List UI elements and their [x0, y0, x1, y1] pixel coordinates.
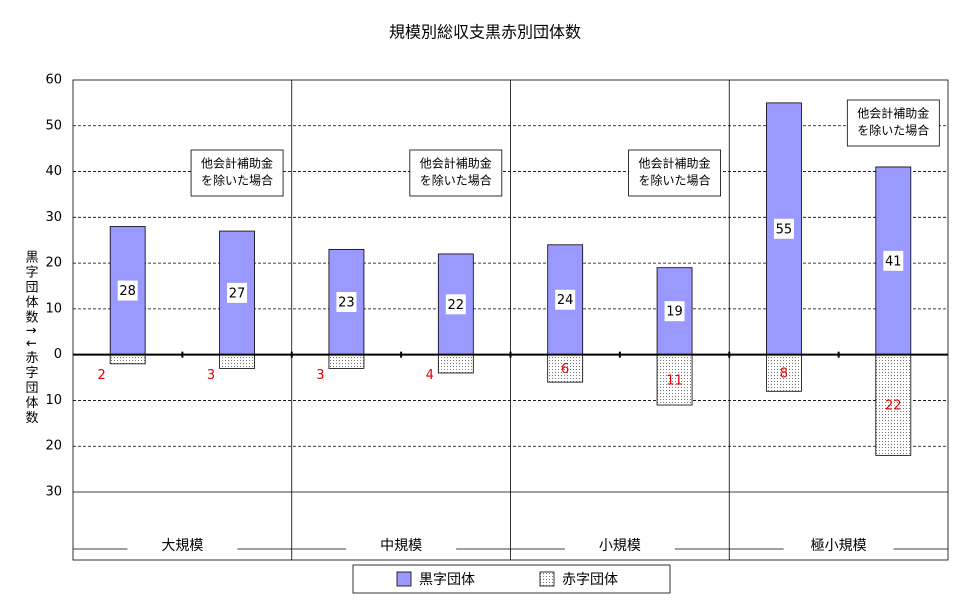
value-label: 6 [561, 362, 569, 377]
value-label-box [555, 289, 576, 310]
value-label: 22 [885, 399, 902, 414]
value-label-box [336, 292, 357, 313]
value-label: 3 [316, 368, 324, 383]
value-label-box [117, 280, 138, 301]
value-label-box [664, 301, 685, 322]
group-label: 大規模 [161, 538, 203, 554]
annotation-box [409, 149, 503, 197]
value-label-box [445, 294, 466, 315]
value-label: 8 [780, 366, 788, 381]
group-label: 中規模 [380, 538, 422, 554]
annotation-box [846, 99, 940, 147]
value-label: 55 [776, 222, 793, 237]
y-tick-label: 30 [45, 485, 62, 500]
chart-title: 規模別総収支黒赤別団体数 [389, 23, 581, 42]
value-label: 4 [426, 368, 434, 383]
annotation-text: を除いた場合 [201, 173, 273, 188]
annotation-text: 他会計補助金 [201, 156, 273, 171]
y-axis-label: 黒字団体数↑↓赤字団体数 [23, 250, 39, 426]
value-label-box [773, 218, 794, 239]
annotation-text: を除いた場合 [420, 173, 492, 188]
value-label: 27 [229, 286, 246, 301]
value-label: 3 [207, 368, 215, 383]
bar [328, 354, 365, 369]
y-tick-label: 40 [45, 164, 62, 179]
value-label: 11 [666, 373, 683, 388]
y-tick-label: 20 [45, 439, 62, 454]
legend-label: 赤字団体 [562, 572, 618, 588]
annotation-text: を除いた場合 [639, 173, 711, 188]
y-tick-label: 60 [45, 73, 62, 88]
group-label: 極小規模 [811, 538, 867, 554]
bar [437, 354, 474, 374]
value-label: 22 [448, 298, 465, 313]
y-tick-label: 30 [45, 210, 62, 225]
y-tick-label: 10 [45, 301, 62, 316]
value-label: 23 [338, 296, 355, 311]
group-label: 小規模 [599, 538, 641, 554]
annotation-box [190, 149, 284, 197]
annotation-box [628, 149, 721, 197]
annotation-text: 他会計補助金 [420, 156, 492, 171]
value-label-box [227, 282, 248, 303]
annotation-text: 他会計補助金 [639, 156, 711, 171]
annotation-text: 他会計補助金 [857, 106, 929, 121]
y-tick-label: 10 [45, 393, 62, 408]
bar [109, 354, 146, 365]
legend-label: 黒字団体 [419, 572, 475, 588]
bar [547, 354, 584, 383]
bar [219, 354, 255, 369]
legend-swatch [539, 571, 555, 587]
value-label: 28 [119, 284, 136, 299]
annotation-text: を除いた場合 [857, 123, 929, 138]
value-label: 2 [98, 368, 106, 383]
bar [656, 354, 693, 406]
legend-swatch [396, 571, 412, 587]
value-label: 41 [885, 254, 902, 269]
value-label: 19 [666, 305, 683, 320]
y-tick-label: 50 [45, 118, 62, 133]
y-tick-label: 0 [54, 347, 62, 362]
y-tick-label: 20 [45, 256, 62, 271]
value-label: 24 [557, 293, 574, 308]
value-label-box [883, 250, 904, 271]
